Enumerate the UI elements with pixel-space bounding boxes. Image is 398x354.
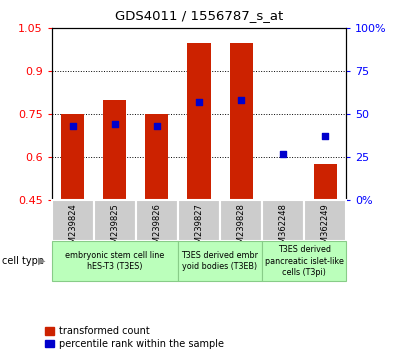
Bar xyxy=(262,200,304,241)
Bar xyxy=(271,199,295,200)
Bar xyxy=(262,241,346,281)
Text: GDS4011 / 1556787_s_at: GDS4011 / 1556787_s_at xyxy=(115,9,283,22)
Text: GSM239824: GSM239824 xyxy=(68,203,77,254)
Text: GSM362249: GSM362249 xyxy=(321,203,330,254)
Text: ▶: ▶ xyxy=(38,256,45,266)
Point xyxy=(70,123,76,129)
Bar xyxy=(178,241,262,281)
Text: GSM239827: GSM239827 xyxy=(195,203,203,254)
Point xyxy=(196,99,202,105)
Bar xyxy=(52,200,94,241)
Text: T3ES derived embr
yoid bodies (T3EB): T3ES derived embr yoid bodies (T3EB) xyxy=(181,251,259,271)
Bar xyxy=(230,42,253,200)
Point xyxy=(112,122,118,127)
Bar xyxy=(52,241,178,281)
Bar xyxy=(314,164,337,200)
Bar xyxy=(178,200,220,241)
Bar xyxy=(136,200,178,241)
Text: GSM239826: GSM239826 xyxy=(152,203,162,254)
Bar xyxy=(94,200,136,241)
Text: T3ES derived
pancreatic islet-like
cells (T3pi): T3ES derived pancreatic islet-like cells… xyxy=(265,245,343,277)
Bar xyxy=(304,200,346,241)
Point xyxy=(322,134,328,139)
Point xyxy=(238,98,244,103)
Bar xyxy=(103,100,127,200)
Bar xyxy=(61,114,84,200)
Point xyxy=(154,123,160,129)
Text: GSM239825: GSM239825 xyxy=(110,203,119,254)
Text: GSM362248: GSM362248 xyxy=(279,203,288,254)
Legend: transformed count, percentile rank within the sample: transformed count, percentile rank withi… xyxy=(45,326,224,349)
Text: cell type: cell type xyxy=(2,256,44,266)
Bar xyxy=(145,114,168,200)
Bar xyxy=(187,42,211,200)
Text: GSM239828: GSM239828 xyxy=(236,203,246,254)
Text: embryonic stem cell line
hES-T3 (T3ES): embryonic stem cell line hES-T3 (T3ES) xyxy=(65,251,164,271)
Point xyxy=(280,151,286,156)
Bar xyxy=(220,200,262,241)
